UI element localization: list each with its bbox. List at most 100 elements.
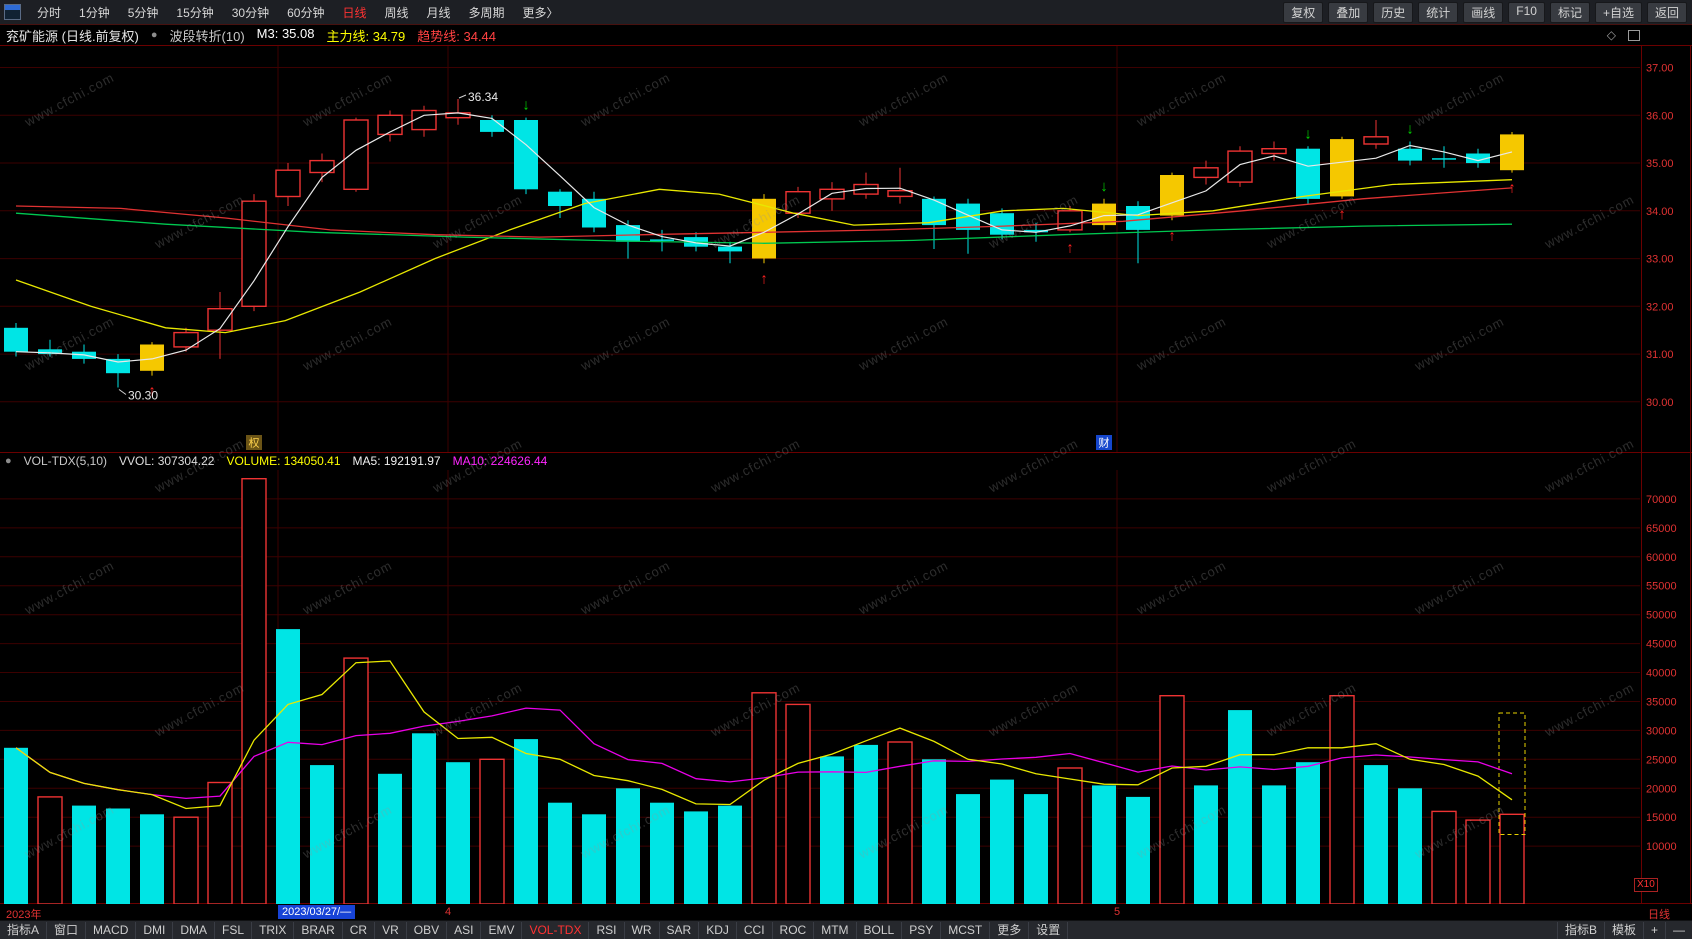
indicator-tab[interactable]: DMA — [173, 921, 216, 939]
period-tab[interactable]: 60分钟 — [287, 5, 325, 20]
volume-bar — [990, 779, 1014, 904]
period-tab[interactable]: 30分钟 — [231, 5, 270, 20]
volume-bar — [310, 765, 334, 904]
period-tab[interactable]: 15分钟 — [176, 5, 214, 20]
toolbar-button[interactable]: 画线 — [1463, 1, 1504, 23]
volume-bar — [276, 629, 300, 904]
buy-arrow-icon: ↑ — [1338, 206, 1346, 223]
red-mainforce-line — [15, 187, 1513, 238]
period-tab[interactable]: 1分钟 — [79, 5, 110, 20]
candle — [1057, 210, 1083, 231]
sell-arrow-icon: ↓ — [1304, 125, 1312, 142]
bottom-toolbar-item[interactable]: 指标B — [1556, 921, 1604, 939]
volume-bar — [1228, 710, 1252, 904]
timeline-month-label: 4 — [445, 906, 452, 918]
indicator-collapse-icon[interactable]: ● — [150, 29, 158, 41]
sell-arrow-icon: ↓ — [1406, 121, 1414, 138]
signal-arrows: ↑ ↑ ↑ ↑ ↑ ↑ ↓ ↓ ↓ ↓ — [148, 97, 1516, 400]
main-chart-panel[interactable] — [0, 46, 1640, 452]
indicator-tab[interactable]: TRIX — [252, 921, 295, 939]
indicator-tab[interactable]: RSI — [589, 921, 625, 939]
bottom-toolbar-item[interactable]: 指标A — [0, 921, 48, 939]
indicator-tab[interactable]: 设置 — [1029, 921, 1069, 939]
svg-text:55000: 55000 — [1646, 581, 1677, 593]
candle — [1432, 158, 1456, 160]
period-tab[interactable]: 月线 — [426, 5, 451, 20]
indicator-values: M3: 35.08 主力线: 34.79 趋势线: 34.44 — [257, 26, 496, 45]
bottom-toolbar-item[interactable]: 模板 — [1603, 921, 1643, 939]
toolbar-button[interactable]: 复权 — [1283, 1, 1324, 23]
indicator-tab[interactable]: BRAR — [294, 921, 343, 939]
top-toolbar: 分时 1分钟 5分钟 15分钟 30分钟 60分钟 日线 周线 月线 多周期 更多〉 复权 叠加 历史统… — [0, 0, 1692, 25]
toolbar-button[interactable]: 返回 — [1646, 1, 1687, 23]
candle — [887, 189, 913, 198]
indicator-tab[interactable]: ASI — [447, 921, 482, 939]
indicator-tab[interactable]: PSY — [902, 921, 942, 939]
indicator-tab[interactable]: EMV — [481, 921, 523, 939]
year-label: 2023年 — [6, 909, 42, 921]
indicator-tab[interactable]: CR — [343, 921, 376, 939]
app-logo-icon[interactable] — [4, 4, 21, 20]
volume-unit-label: X10 — [1634, 878, 1658, 892]
candle — [1193, 167, 1219, 179]
volume-bar — [106, 808, 130, 904]
indicator-tab[interactable]: KDJ — [699, 921, 737, 939]
toolbar-button[interactable]: +自选 — [1594, 1, 1642, 23]
volume-bar — [207, 781, 233, 905]
volume-chart-panel[interactable] — [0, 470, 1640, 904]
candle — [1126, 206, 1150, 230]
candle — [4, 327, 28, 352]
bottom-toolbar-item[interactable]: + — [1642, 921, 1665, 939]
svg-text:33.00: 33.00 — [1646, 254, 1674, 266]
toolbar-button[interactable]: 标记 — [1549, 1, 1590, 23]
period-tab[interactable]: 5分钟 — [127, 5, 159, 20]
indicator-tab[interactable]: DMI — [136, 921, 174, 939]
volume-bar — [378, 773, 402, 904]
candles[interactable] — [4, 99, 1524, 388]
window-maximize-icon[interactable] — [1628, 29, 1640, 41]
toolbar-button[interactable]: 统计 — [1418, 1, 1459, 23]
indicator-tab[interactable]: BOLL — [857, 921, 903, 939]
volume-bars[interactable] — [4, 478, 1526, 905]
toolbar-button[interactable]: 历史 — [1373, 1, 1414, 23]
price-label: 30.30 — [128, 389, 158, 403]
indicator-value: 趋势线: 34.44 — [417, 28, 497, 44]
indicator-tab[interactable]: WR — [625, 921, 660, 939]
candle — [1092, 203, 1116, 226]
indicator-tab[interactable]: SAR — [660, 921, 700, 939]
indicator-tab[interactable]: MTM — [814, 921, 857, 939]
indicator-tab[interactable]: VR — [375, 921, 407, 939]
toolbar-button[interactable]: F10 — [1508, 1, 1545, 23]
volume-bar — [922, 759, 946, 904]
indicator-tab[interactable]: VOL-TDX — [522, 921, 590, 939]
indicator-tab[interactable]: OBV — [407, 921, 448, 939]
svg-text:36.00: 36.00 — [1646, 110, 1674, 122]
indicator-tab[interactable]: 更多 — [990, 921, 1030, 939]
period-tab[interactable]: 更多〉 — [522, 5, 559, 20]
candle — [343, 119, 369, 191]
indicator-value: 主力线: 34.79 — [326, 28, 406, 44]
indicator-tab[interactable]: ROC — [773, 921, 815, 939]
svg-text:60000: 60000 — [1646, 552, 1677, 564]
bottom-toolbar-item[interactable]: 窗口 — [47, 921, 87, 939]
period-tab[interactable]: 周线 — [384, 5, 409, 20]
period-tab[interactable]: 分时 — [37, 5, 62, 20]
indicator-tab[interactable]: MCST — [941, 921, 991, 939]
toolbar-button[interactable]: 叠加 — [1328, 1, 1369, 23]
volume-bar — [718, 805, 742, 904]
diamond-icon[interactable]: ◇ — [1606, 28, 1616, 42]
indicator-tab[interactable]: MACD — [86, 921, 137, 939]
svg-text:35000: 35000 — [1646, 697, 1677, 709]
timeline-axis[interactable]: 2023年 2023/03/27/— 4 5 日线 — [0, 904, 1692, 921]
candle — [106, 358, 130, 374]
indicator-tab[interactable]: CCI — [737, 921, 773, 939]
event-markers[interactable]: 权财 — [246, 435, 1112, 450]
period-tab[interactable]: 多周期 — [468, 5, 505, 20]
period-tab[interactable]: 日线 — [342, 5, 367, 20]
svg-text:32.00: 32.00 — [1646, 301, 1674, 313]
indicator-tab[interactable]: FSL — [215, 921, 253, 939]
volume-bar — [140, 814, 164, 904]
indicator-collapse-icon[interactable]: ● — [5, 454, 12, 467]
bottom-toolbar-item[interactable]: — — [1665, 921, 1692, 939]
